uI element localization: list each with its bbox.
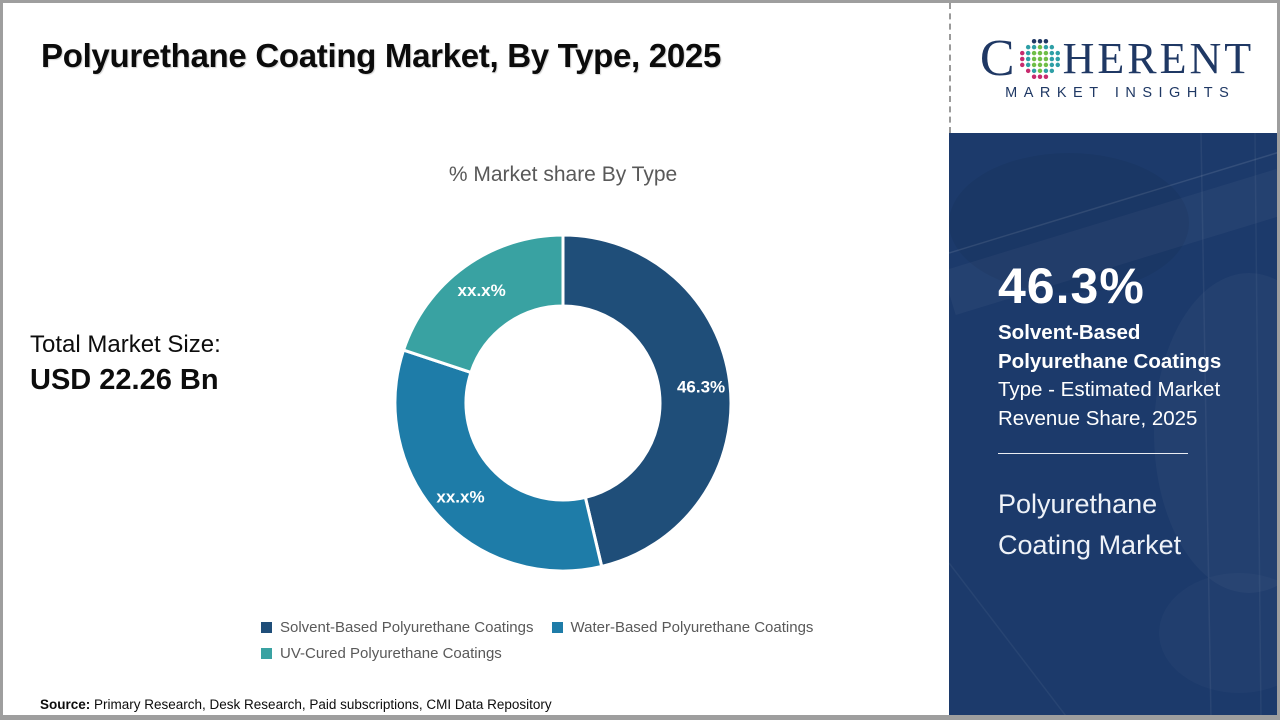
legend-marker-square-icon [261, 648, 272, 659]
logo-subtitle: MARKET INSIGHTS [1005, 85, 1236, 101]
legend-marker-square-icon [261, 622, 272, 633]
slice-data-label-1: xx.x% [436, 487, 484, 506]
market-name: Polyurethane Coating Market [998, 489, 1182, 560]
legend-label: Solvent-Based Polyurethane Coatings [280, 619, 534, 636]
sidebar-content: 46.3% Solvent-Based Polyurethane Coating… [949, 133, 1277, 566]
total-market-value: USD 22.26 Bn [30, 364, 219, 396]
legend-label: UV-Cured Polyurethane Coatings [280, 645, 502, 662]
total-market-label: Total Market Size: [30, 331, 221, 358]
legend-marker-square-icon [551, 622, 563, 633]
slice-data-label-2: xx.x% [458, 281, 506, 300]
legend-item-uv-cured: UV-Cured Polyurethane Coatings [261, 645, 502, 662]
dotted-globe-icon [1019, 39, 1060, 79]
stat-value: 46.3% [998, 258, 1145, 314]
coherent-logo: C HERENT [979, 30, 1255, 87]
stat-label-regular: Type - Estimated Market Revenue Share, 2… [998, 378, 1221, 430]
donut-chart: 46.3% xx.x% xx.x% [393, 233, 733, 573]
page-title: Polyurethane Coating Market, By Type, 20… [41, 37, 721, 74]
legend-label: Water-Based Polyurethane Coatings [570, 619, 814, 636]
donut-slice-2 [402, 233, 565, 374]
dashed-separator [949, 3, 951, 133]
stat-label-bold: Solvent-Based Polyurethane Coatings [998, 321, 1222, 373]
legend-item-solvent-based: Solvent-Based Polyurethane Coatings [261, 619, 534, 636]
world-map-background-icon [949, 133, 1277, 715]
divider-line [998, 453, 1188, 454]
highlight-sidebar: 46.3% Solvent-Based Polyurethane Coating… [949, 133, 1277, 715]
source-label: Source: [40, 697, 91, 712]
logo-wordmark: HERENT [1062, 34, 1255, 83]
stat-label: Solvent-Based Polyurethane Coatings Type… [998, 319, 1240, 433]
donut-slice-0 [561, 233, 733, 568]
source-text: Primary Research, Desk Research, Paid su… [90, 697, 552, 712]
source-note: Source: Primary Research, Desk Research,… [40, 697, 552, 712]
slice-data-label-0: 46.3% [677, 377, 725, 396]
chart-legend: Solvent-Based Polyurethane Coatings Wate… [261, 619, 901, 662]
logo-letter-c: C [979, 30, 1016, 87]
total-market-block: Total Market Size: USD 22.26 Bn [30, 329, 221, 399]
donut-slice-1 [393, 348, 604, 573]
legend-item-water-based: Water-Based Polyurethane Coatings [551, 619, 814, 636]
logo-area: C HERENT MARKET INSIGHTS [951, 3, 1277, 133]
chart-title: % Market share By Type [448, 163, 678, 186]
